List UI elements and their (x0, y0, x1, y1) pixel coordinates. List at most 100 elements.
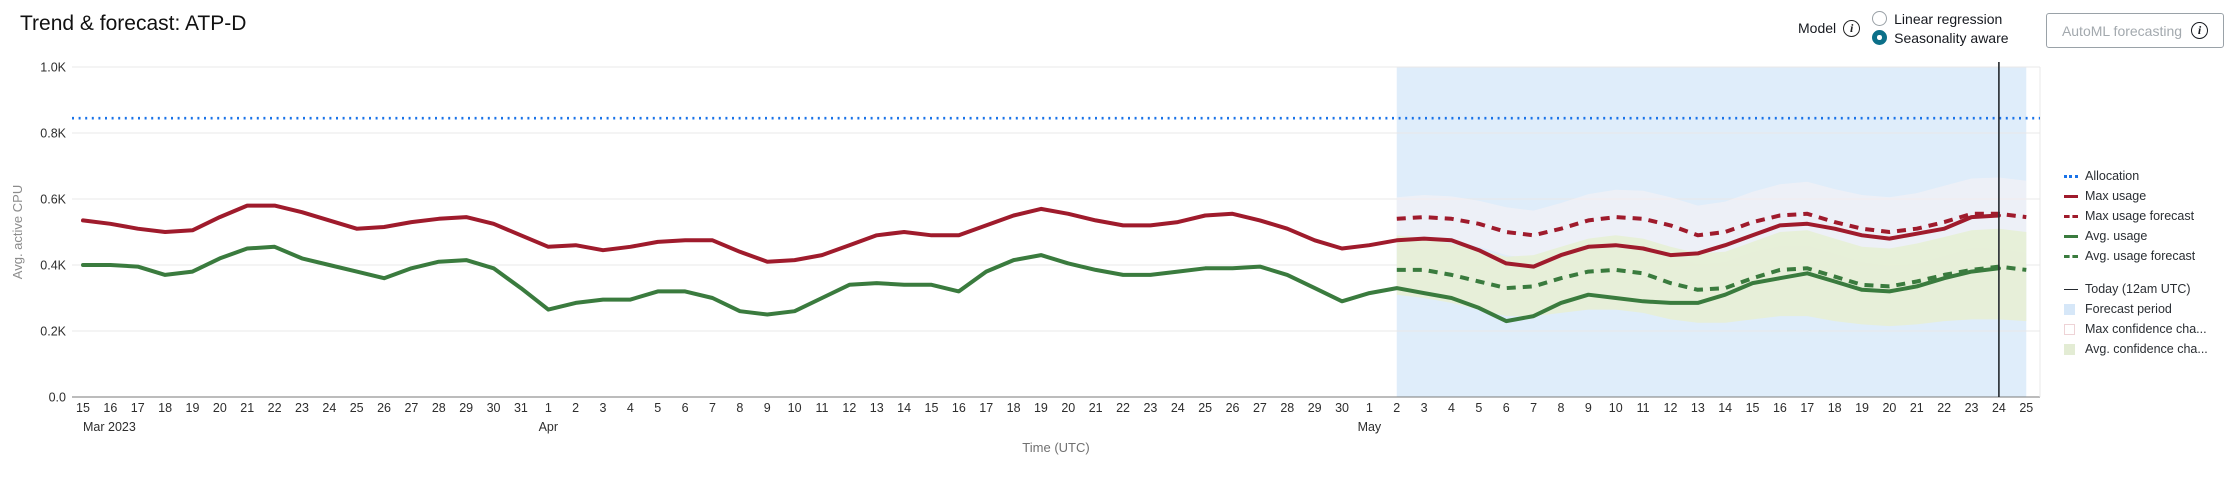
legend-max-usage-label: Max usage (2085, 189, 2147, 203)
x-axis-tick-label: 1 (1366, 401, 1373, 415)
x-axis-tick-label: 4 (627, 401, 634, 415)
x-axis-tick-label: 17 (1800, 401, 1814, 415)
radio-linear-regression[interactable]: Linear regression (1872, 11, 2008, 27)
x-axis-tick-label: 8 (736, 401, 743, 415)
x-axis-tick-label: 1 (545, 401, 552, 415)
x-axis-tick-label: 15 (1746, 401, 1760, 415)
page-title: Trend & forecast: ATP-D (20, 12, 247, 35)
x-axis-tick-label: 23 (1143, 401, 1157, 415)
x-axis-tick-label: 11 (815, 401, 828, 415)
legend-avg-usage-label: Avg. usage (2085, 229, 2148, 243)
x-axis-tick-label: 22 (268, 401, 282, 415)
x-axis-tick-label: 20 (1061, 401, 1075, 415)
legend-forecast-period[interactable]: Forecast period (2064, 299, 2224, 319)
legend-allocation-swatch-icon (2064, 170, 2078, 182)
legend-avg-confidence-label: Avg. confidence cha... (2085, 342, 2208, 356)
avg-usage-line (81, 244, 2001, 324)
y-axis-tick-label: 1.0K (40, 61, 66, 75)
x-axis-tick-label: 16 (952, 401, 966, 415)
legend-avg-usage-forecast-swatch-icon (2064, 250, 2078, 262)
legend-today-swatch-icon (2064, 283, 2078, 295)
x-axis-tick-label: 19 (186, 401, 200, 415)
x-axis-tick-label: 10 (1609, 401, 1623, 415)
legend-max-usage-forecast[interactable]: Max usage forecast (2064, 206, 2224, 226)
x-axis-tick-label: 21 (1089, 401, 1103, 415)
x-axis-tick-label: 5 (1475, 401, 1482, 415)
x-axis-tick-label: 25 (350, 401, 364, 415)
y-axis-tick-label: 0.6K (40, 193, 66, 207)
x-axis-tick-label: 2 (1393, 401, 1400, 415)
x-axis-tick-label: 8 (1558, 401, 1565, 415)
x-axis-tick-label: 19 (1034, 401, 1048, 415)
x-axis-tick-label: 29 (459, 401, 473, 415)
avg-usage-forecast-line (1396, 264, 2027, 292)
legend-max-confidence[interactable]: Max confidence cha... (2064, 319, 2224, 339)
max-usage-line (81, 203, 2001, 269)
automl-forecasting-label: AutoML forecasting (2061, 22, 2183, 39)
x-axis-tick-label: 22 (1937, 401, 1951, 415)
x-axis-tick-label: 31 (514, 401, 528, 415)
x-axis-tick-label: 18 (158, 401, 172, 415)
legend-avg-usage-swatch-icon (2064, 230, 2078, 242)
x-axis-tick-label: 14 (1718, 401, 1732, 415)
radio-linear-regression-label: Linear regression (1894, 10, 2003, 27)
x-axis-tick-label: 24 (1992, 401, 2006, 415)
legend-allocation[interactable]: Allocation (2064, 166, 2224, 186)
radio-seasonality-aware[interactable]: Seasonality aware (1872, 30, 2009, 46)
x-axis-tick-label: 19 (1855, 401, 1869, 415)
x-axis-tick-label: 3 (600, 401, 607, 415)
x-axis-tick-label: 18 (1828, 401, 1842, 415)
model-info-icon[interactable]: i (1843, 19, 1861, 37)
x-axis-tick-label: 28 (432, 401, 446, 415)
x-axis-tick-label: 12 (842, 401, 856, 415)
legend-max-confidence-label: Max confidence cha... (2085, 322, 2207, 336)
x-axis-tick-label: 23 (1965, 401, 1979, 415)
x-axis-tick-label: 22 (1116, 401, 1130, 415)
x-axis-tick-label: 20 (213, 401, 227, 415)
legend-max-usage-forecast-label: Max usage forecast (2085, 209, 2195, 223)
x-axis-tick-label: 26 (377, 401, 391, 415)
x-axis-tick-label: 18 (1007, 401, 1021, 415)
legend-avg-confidence[interactable]: Avg. confidence cha... (2064, 339, 2224, 359)
legend-max-usage[interactable]: Max usage (2064, 186, 2224, 206)
chart-legend: Allocation Max usage Max usage forecast Avg… (2064, 166, 2224, 359)
x-axis-tick-label: 16 (103, 401, 117, 415)
x-axis-tick-label: 6 (1503, 401, 1510, 415)
x-axis-tick-label: 7 (1530, 401, 1537, 415)
x-axis-tick-label: 25 (2019, 401, 2033, 415)
legend-max-usage-swatch-icon (2064, 190, 2078, 202)
x-axis-tick-label: 27 (1253, 401, 1267, 415)
x-axis-tick-label: 20 (1882, 401, 1896, 415)
model-control-group: Model i Linear regression Seasonality aw… (1798, 6, 2009, 50)
x-axis-title: Time (UTC) (1022, 440, 1089, 455)
x-axis-tick-label: 13 (870, 401, 884, 415)
x-axis-tick-label: 3 (1421, 401, 1428, 415)
x-axis-tick-label: 21 (240, 401, 254, 415)
automl-info-icon[interactable]: i (2191, 22, 2209, 39)
x-axis-tick-label: 24 (322, 401, 336, 415)
automl-forecasting-button[interactable]: AutoML forecasting i (2046, 13, 2224, 48)
legend-max-confidence-swatch-icon (2064, 323, 2078, 335)
x-axis-tick-label: 26 (1226, 401, 1240, 415)
radio-unselected-icon[interactable] (1872, 11, 1888, 26)
radio-selected-icon[interactable] (1872, 30, 1888, 45)
legend-allocation-label: Allocation (2085, 169, 2140, 183)
model-label: Model (1798, 20, 1837, 36)
x-axis-tick-label: 13 (1691, 401, 1705, 415)
x-axis-month-label: Mar 2023 (83, 420, 136, 434)
legend-avg-usage-forecast[interactable]: Avg. usage forecast (2064, 246, 2224, 266)
x-axis-tick-label: 25 (1198, 401, 1212, 415)
legend-today-label: Today (12am UTC) (2085, 282, 2191, 296)
y-axis-tick-label: 0.0 (49, 391, 66, 405)
legend-avg-usage[interactable]: Avg. usage (2064, 226, 2224, 246)
legend-today[interactable]: Today (12am UTC) (2064, 279, 2224, 299)
x-axis-tick-label: 10 (788, 401, 802, 415)
x-axis-tick-label: 4 (1448, 401, 1455, 415)
x-axis-tick-label: 23 (295, 401, 309, 415)
legend-max-usage-forecast-swatch-icon (2064, 210, 2078, 222)
x-axis-tick-label: 30 (487, 401, 501, 415)
x-axis-tick-label: 11 (1637, 401, 1650, 415)
x-axis-tick-label: 16 (1773, 401, 1787, 415)
